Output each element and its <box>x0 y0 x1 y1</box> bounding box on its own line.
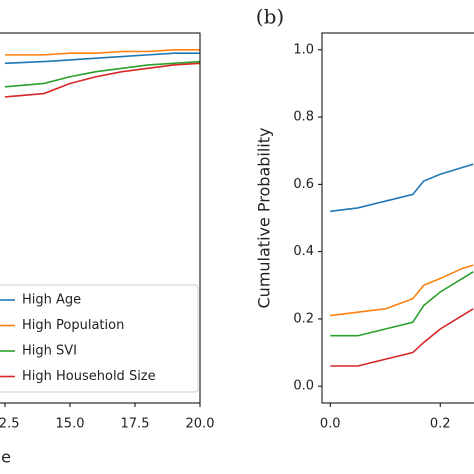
legend-label: High Age <box>22 293 81 308</box>
x-tick-label: 12.5 <box>0 417 19 432</box>
x-tick-label: 20.0 <box>186 417 215 432</box>
series-line <box>5 49 200 56</box>
plot-frame <box>0 32 201 404</box>
y-tick-label: 0.2 <box>293 311 314 326</box>
y-axis-label: Cumulative Probability <box>255 128 274 309</box>
legend-label: High Population <box>22 318 124 333</box>
y-tick-label: 0.4 <box>293 244 314 259</box>
x-axis-label: e <box>1 448 11 467</box>
legend-label: High SVI <box>22 344 77 359</box>
legend-box <box>0 284 199 393</box>
series-line <box>4 60 201 88</box>
series-line <box>330 308 474 367</box>
series-line <box>4 62 201 98</box>
plot-frame <box>321 32 474 404</box>
y-tick-label: 0.0 <box>293 379 314 394</box>
x-tick-label: 17.5 <box>121 417 150 432</box>
y-tick-label: 0.6 <box>293 177 314 192</box>
legend-label: High Household Size <box>22 369 156 384</box>
series-line <box>4 52 200 65</box>
y-tick-label: 0.8 <box>293 110 314 125</box>
series-line <box>330 163 474 213</box>
series-line <box>330 264 474 317</box>
x-tick-label: 0.0 <box>320 417 341 432</box>
x-tick-label: 15.0 <box>56 417 85 432</box>
y-tick-label: 1.0 <box>293 42 314 57</box>
x-tick-label: 0.2 <box>430 417 451 432</box>
series-line <box>330 271 474 337</box>
panel-title: (b) <box>256 5 284 29</box>
